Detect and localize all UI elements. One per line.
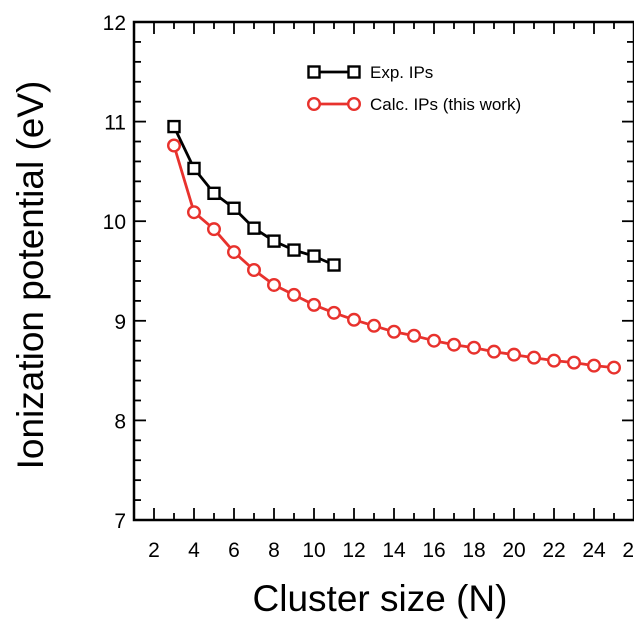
x-tick-label: 14: [382, 539, 406, 562]
x-tick-label: 18: [462, 539, 485, 562]
x-tick-label: 6: [228, 539, 240, 562]
data-point: [247, 221, 261, 235]
plot-area: [132, 20, 634, 522]
series-calc: [166, 138, 622, 375]
y-tick-label: 8: [114, 410, 126, 433]
data-point: [607, 360, 622, 375]
data-point: [287, 243, 301, 257]
data-point: [207, 186, 221, 201]
data-point: [527, 350, 542, 365]
axis-ticks: 2468101214161820222426789101112: [103, 12, 634, 562]
legend-item: Exp. IPs: [307, 63, 433, 82]
x-axis-title: Cluster size (N): [253, 578, 508, 619]
x-tick-label: 24: [582, 539, 606, 562]
data-point: [367, 318, 382, 333]
data-point: [166, 138, 181, 153]
data-point: [226, 245, 241, 260]
x-tick-label: 16: [422, 539, 445, 562]
data-point: [567, 355, 582, 370]
data-point: [387, 324, 402, 339]
data-point: [267, 277, 282, 292]
x-tick-label: 26: [622, 539, 634, 562]
legend-marker: [307, 65, 321, 79]
data-point: [347, 312, 362, 327]
y-axis-title: Ionization potential (eV): [10, 81, 51, 470]
data-point: [287, 287, 302, 302]
y-tick-label: 10: [103, 211, 126, 234]
data-point: [246, 263, 261, 278]
data-point: [407, 328, 422, 343]
data-point: [427, 333, 442, 348]
data-point: [187, 161, 201, 176]
data-point: [327, 258, 341, 272]
legend-label: Calc. IPs (this work): [370, 95, 521, 114]
data-point: [507, 347, 522, 362]
data-point: [206, 222, 221, 237]
data-point: [307, 249, 321, 263]
x-tick-label: 20: [502, 539, 525, 562]
data-point: [307, 297, 322, 312]
legend-marker: [347, 96, 362, 111]
y-tick-label: 9: [114, 311, 126, 334]
data-point: [167, 119, 181, 134]
data-point: [487, 344, 502, 359]
x-tick-label: 12: [342, 539, 365, 562]
x-tick-label: 8: [268, 539, 280, 562]
y-tick-label: 11: [104, 112, 126, 135]
legend: Exp. IPs Calc. IPs (this work): [307, 63, 521, 114]
legend-marker: [347, 65, 361, 79]
x-tick-label: 2: [148, 539, 160, 562]
y-tick-label: 12: [103, 12, 126, 35]
data-point: [327, 305, 342, 320]
data-point: [467, 340, 482, 355]
data-point: [186, 205, 201, 220]
data-point: [587, 358, 602, 373]
legend-item: Calc. IPs (this work): [307, 95, 521, 114]
legend-label: Exp. IPs: [370, 63, 433, 82]
x-tick-label: 10: [302, 539, 325, 562]
legend-marker: [307, 96, 322, 111]
x-tick-label: 22: [542, 539, 565, 562]
data-point: [447, 337, 462, 352]
data-series: [166, 119, 622, 375]
series-exp: [167, 119, 341, 272]
series-line: [172, 125, 335, 267]
data-point: [547, 353, 562, 368]
plot-frame: [132, 20, 634, 522]
data-point: [267, 234, 281, 248]
data-point: [227, 201, 241, 215]
x-tick-label: 4: [188, 539, 200, 562]
y-tick-label: 7: [114, 510, 126, 533]
